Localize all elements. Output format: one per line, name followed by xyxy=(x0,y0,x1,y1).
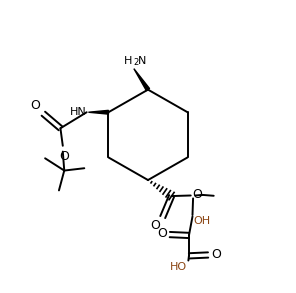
Text: O: O xyxy=(30,99,40,112)
Text: 2: 2 xyxy=(133,58,139,67)
Text: O: O xyxy=(211,248,221,261)
Text: HO: HO xyxy=(170,262,187,272)
Text: OH: OH xyxy=(194,217,211,226)
Text: O: O xyxy=(192,188,202,201)
Text: O: O xyxy=(150,219,160,232)
Text: O: O xyxy=(59,150,69,163)
Polygon shape xyxy=(89,110,108,114)
Text: O: O xyxy=(157,227,167,241)
Text: H: H xyxy=(124,56,132,66)
Text: N: N xyxy=(138,56,146,66)
Text: HN: HN xyxy=(70,107,87,117)
Polygon shape xyxy=(134,69,149,91)
